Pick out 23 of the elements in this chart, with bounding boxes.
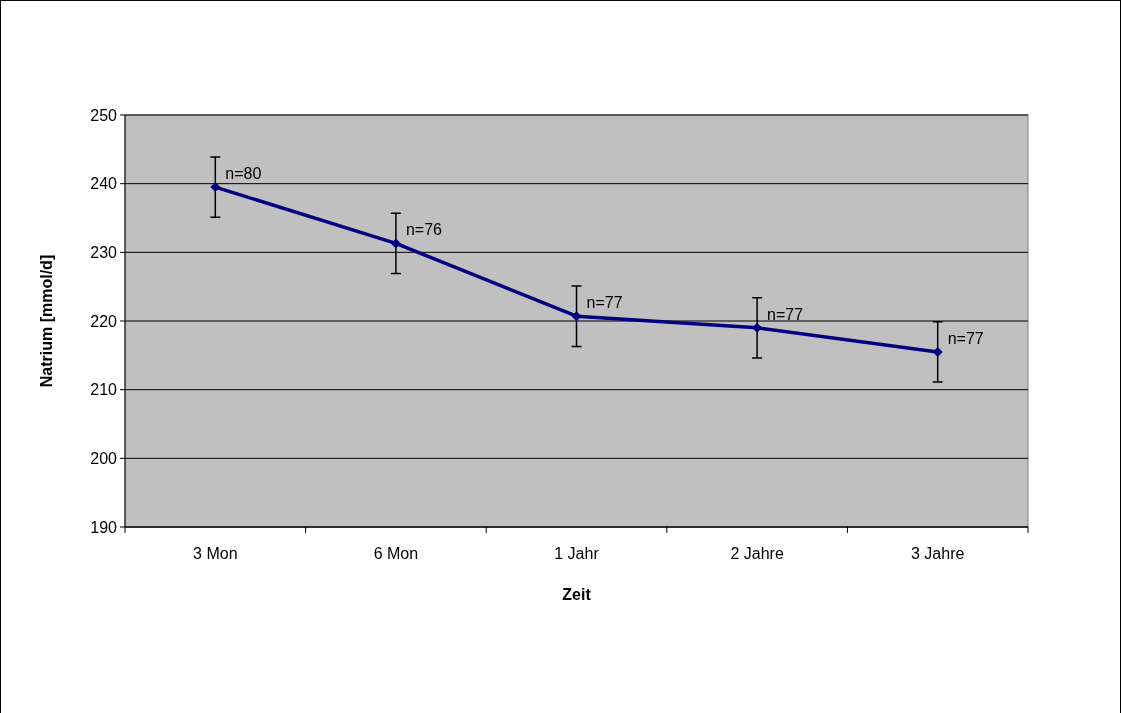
annotation: n=76 bbox=[405, 221, 443, 239]
y-tick-label: 210 bbox=[90, 381, 118, 399]
point bbox=[932, 346, 943, 357]
x-tick-label: 3 Mon bbox=[193, 545, 238, 562]
x-tick-label: 2 Jahre bbox=[730, 545, 784, 562]
x-tick-label: 6 Mon bbox=[373, 545, 419, 562]
annotation: n=77 bbox=[767, 305, 804, 323]
point bbox=[752, 322, 763, 333]
y-tick-label: 220 bbox=[90, 312, 118, 330]
y-tick-label: 250 bbox=[90, 106, 118, 124]
annotation: n=77 bbox=[947, 329, 984, 347]
annotation: n=80 bbox=[225, 165, 262, 183]
annotation: n=77 bbox=[586, 294, 623, 312]
point bbox=[390, 238, 401, 249]
y-tick-label: 240 bbox=[90, 175, 118, 193]
x-tick-label: 3 Jahre bbox=[911, 545, 965, 562]
y-axis-title: Natrium [mmol/d] bbox=[38, 254, 55, 388]
y-tick-label: 230 bbox=[90, 243, 118, 261]
y-tick-label: 190 bbox=[90, 518, 118, 536]
x-tick-label: 1 Jahr bbox=[554, 545, 600, 562]
x-axis-title: Zeit bbox=[562, 586, 592, 603]
y-tick-label: 200 bbox=[90, 449, 118, 467]
point bbox=[210, 182, 221, 193]
